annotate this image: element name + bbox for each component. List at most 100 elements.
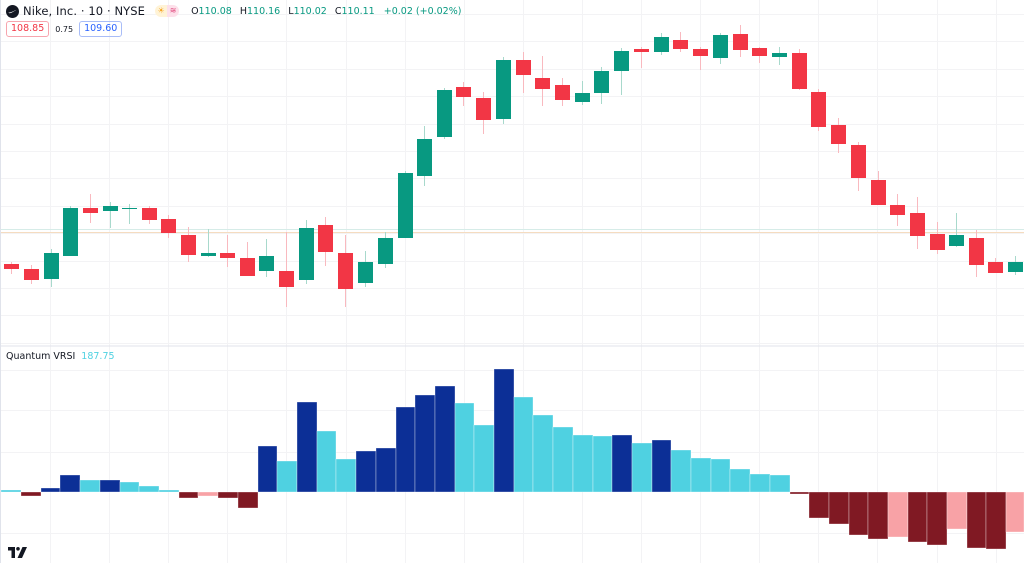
histogram-bar [178,491,199,499]
histogram-bar [1005,491,1024,533]
histogram-bar [99,479,121,493]
histogram-bar [355,450,377,493]
candle [693,47,708,70]
histogram-bar [395,406,416,493]
candle [516,52,531,93]
quantum-vrsi-histogram [0,368,1024,550]
candle [378,232,393,268]
change-value: +0.02 (+0.02%) [383,5,462,17]
candle [890,194,905,226]
candle [772,47,787,65]
candle [496,57,511,124]
candle [201,229,216,257]
candle [83,194,98,223]
candle [654,33,669,55]
histogram-bar [710,458,731,493]
candle [713,33,728,64]
candle [318,217,333,266]
histogram-bar [532,414,554,493]
histogram-bar [848,491,869,536]
ohlc-values: O110.08 H110.16 L110.02 C110.11 +0.02 (+… [191,6,461,17]
candle [614,48,629,95]
candle [752,47,767,63]
histogram-bar [335,458,357,493]
histogram-bar [729,468,751,493]
candle [733,25,748,57]
histogram-bar [572,434,594,493]
histogram-bar [158,489,180,493]
histogram-bar [985,491,1007,550]
candle [24,265,39,284]
histogram-bar [493,368,515,493]
sun-icon: ☀ [155,5,168,17]
histogram-bar [119,481,140,493]
histogram-bar [276,460,298,493]
histogram-bar [966,491,987,549]
candle [535,56,550,106]
histogram-bar [20,491,42,497]
histogram-bar [926,491,948,546]
candle [4,262,19,274]
histogram-bar [769,474,791,493]
candle [831,118,846,153]
indicator-legend[interactable]: Quantum VRSI 187.75 [6,351,115,362]
histogram-bar [197,491,219,497]
candle [969,230,984,277]
candle [44,249,59,287]
candle [594,67,609,104]
candle [299,220,314,284]
tradingview-logo-icon[interactable] [8,547,28,558]
low-value: 110.02 [293,5,327,17]
histogram-bar [887,491,909,538]
indicator-name[interactable]: Quantum VRSI [6,351,76,362]
candle [122,204,137,224]
histogram-bar [217,491,239,499]
histogram-bar [907,491,928,543]
bid-ask-row: 108.85 0.75 109.60 [6,21,123,37]
candle [437,88,452,139]
candle [851,142,866,191]
candle [811,89,826,131]
buy-price-button[interactable]: 109.60 [79,21,123,37]
candle [456,82,471,106]
symbol-legend[interactable]: Nike, Inc. · 10 · NYSE ☀ ≋ O110.08 H110.… [6,4,461,18]
session-badges[interactable]: ☀ ≋ [155,5,180,17]
histogram-bar [79,479,101,493]
candle [792,49,807,90]
indicator-value: 187.75 [81,351,115,362]
open-label: O [191,5,199,17]
candle [161,215,176,238]
candle [555,78,570,106]
histogram-bar [867,491,889,540]
histogram-bar [690,457,712,493]
histogram-bar [454,402,475,493]
histogram-bar [749,473,771,493]
candle [398,171,413,238]
histogram-bar [631,442,653,493]
candle [358,251,373,287]
histogram-bar [808,491,830,519]
histogram-bar [670,449,692,493]
histogram-bar [434,385,456,493]
histogram-bar [828,491,850,525]
candle [930,222,945,254]
candle [220,235,235,267]
close-value: 110.11 [341,5,375,17]
high-value: 110.16 [246,5,281,17]
histogram-bar [59,474,81,493]
histogram-bar [789,491,810,495]
low-label: L [288,5,294,17]
candle [988,258,1003,273]
histogram-bar [257,445,278,493]
histogram-bar [473,424,495,493]
histogram-bar [414,394,436,493]
candle [949,213,964,247]
candle [910,197,925,249]
candle [338,235,353,307]
histogram-bar [375,447,397,493]
symbol-title[interactable]: Nike, Inc. · 10 · NYSE [23,4,146,18]
histogram-bar [611,434,633,493]
sell-price-button[interactable]: 108.85 [6,21,50,37]
histogram-bar [316,430,337,493]
